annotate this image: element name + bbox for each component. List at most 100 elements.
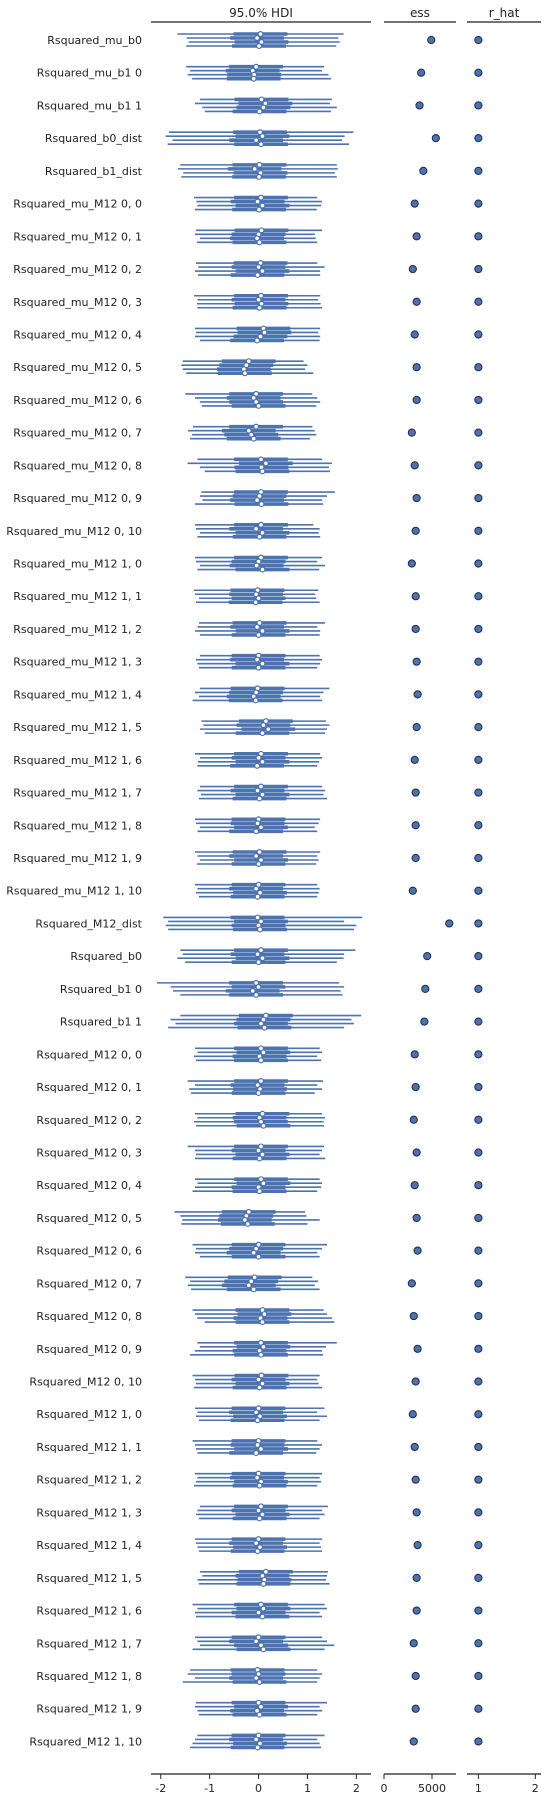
ess-point (413, 1541, 422, 1550)
hdi-mean-point (253, 828, 260, 835)
ess-point (407, 559, 416, 568)
row-label: Rsquared_mu_M12 0, 7 (13, 427, 142, 440)
panel-title-r_hat: r_hat (489, 6, 520, 20)
ess-point (410, 1442, 419, 1452)
ess-point (445, 919, 454, 928)
row-label: Rsquared_M12 0, 2 (36, 1114, 142, 1127)
hdi-mean-point (259, 730, 266, 737)
tick-label-ess-0: 0 (381, 1782, 388, 1795)
r-hat-point (474, 1148, 483, 1157)
hdi-mean-point (254, 893, 261, 900)
row-label: Rsquared_M12 0, 4 (36, 1179, 142, 1192)
hdi-mean-point (255, 1609, 262, 1616)
hdi-mean-point (253, 423, 260, 430)
r-hat-point (474, 1541, 483, 1550)
tick-label-hdi--2: -2 (155, 1782, 166, 1795)
r-hat-point (474, 1573, 483, 1582)
hdi-mean-point (260, 1580, 267, 1587)
hdi-mean-point (259, 133, 266, 140)
hdi-mean-point (259, 1613, 266, 1620)
hdi-mean-point (254, 787, 261, 794)
ess-point (410, 755, 419, 764)
ess-point (409, 1737, 418, 1746)
row-label: Rsquared_mu_M12 1, 9 (13, 852, 142, 865)
r-hat-point (474, 1508, 483, 1517)
hdi-mean-point (256, 1384, 263, 1391)
hdi-mean-point (258, 1351, 265, 1358)
r-hat-point (474, 1311, 483, 1321)
ess-point (411, 1671, 420, 1681)
hdi-mean-point (254, 656, 261, 663)
r-hat-point (474, 592, 483, 601)
row-label: Rsquared_mu_M12 0, 5 (13, 361, 142, 374)
tick-label-hdi--1: -1 (204, 1782, 215, 1795)
hdi-mean-point (254, 623, 261, 630)
hdi-mean-point (254, 762, 261, 769)
ess-point (411, 788, 420, 797)
row-label: Rsquared_mu_M12 1, 7 (13, 787, 142, 800)
ess-point (411, 526, 420, 535)
ess-point (411, 821, 420, 830)
hdi-mean-point (256, 1482, 263, 1489)
ess-point (412, 493, 421, 503)
row-label: Rsquared_M12 1, 10 (29, 1735, 142, 1748)
r-hat-point (474, 1737, 483, 1746)
row-label: Rsquared_b1_dist (45, 165, 143, 178)
row-label: Rsquared_M12 0, 9 (36, 1343, 142, 1356)
r-hat-point (474, 1704, 483, 1713)
panel-title-hdi: 95.0% HDI (229, 6, 293, 20)
hdi-mean-point (251, 165, 258, 172)
row-label: Rsquared_mu_M12 0, 2 (13, 263, 142, 276)
r-hat-point (474, 297, 483, 306)
hdi-mean-point (258, 96, 265, 103)
hdi-mean-point (259, 627, 266, 634)
hdi-mean-point (255, 1507, 262, 1514)
row-label: Rsquared_b1 1 (60, 1016, 142, 1029)
hdi-mean-point (259, 566, 266, 573)
hdi-mean-point (256, 1711, 263, 1718)
r-hat-point (474, 1475, 483, 1484)
ess-point (412, 657, 421, 666)
hdi-mean-point (256, 795, 263, 802)
row-label: Rsquared_M12 1, 4 (36, 1539, 142, 1552)
row-label: Rsquared_b1 0 (60, 983, 142, 996)
ess-point (409, 1311, 418, 1321)
r-hat-point (474, 984, 483, 993)
row-label: Rsquared_mu_M12 1, 5 (13, 721, 142, 734)
hdi-mean-point (250, 435, 257, 442)
hdi-mean-point (255, 754, 262, 761)
hdi-mean-point (253, 525, 260, 532)
tick-label-hdi-2: 2 (353, 1782, 360, 1795)
r-hat-point (474, 1606, 483, 1615)
tick-label-ess-5000: 5000 (418, 1782, 446, 1795)
hdi-mean-point (261, 1024, 268, 1031)
row-label: Rsquared_b0 (70, 950, 142, 963)
row-label: Rsquared_mu_M12 0, 4 (13, 328, 142, 341)
ess-point (410, 1050, 419, 1059)
ess-point (412, 723, 421, 732)
r-hat-point (474, 559, 483, 568)
hdi-mean-point (255, 983, 262, 990)
row-label: Rsquared_b0_dist (45, 132, 143, 145)
r-hat-point (474, 1115, 483, 1124)
hdi-mean-point (255, 1376, 262, 1383)
row-label: Rsquared_mu_M12 0, 0 (13, 198, 142, 211)
ess-point (412, 1573, 421, 1582)
row-label: Rsquared_M12 1, 1 (36, 1441, 142, 1454)
r-hat-point (474, 624, 483, 634)
r-hat-point (474, 1671, 483, 1681)
ess-point (411, 1082, 420, 1092)
ess-point (412, 1213, 421, 1223)
hdi-mean-point (259, 268, 266, 275)
row-label: Rsquared_M12 1, 5 (36, 1572, 142, 1585)
ess-point (431, 134, 440, 143)
row-label: Rsquared_M12 0, 7 (36, 1277, 142, 1290)
hdi-mean-point (255, 664, 262, 671)
r-hat-point (474, 35, 483, 45)
hdi-mean-point (256, 42, 263, 49)
r-hat-point (474, 1213, 483, 1223)
ess-point (408, 886, 417, 895)
row-label: Rsquared_M12 0, 3 (36, 1146, 142, 1159)
hdi-mean-point (261, 329, 268, 336)
